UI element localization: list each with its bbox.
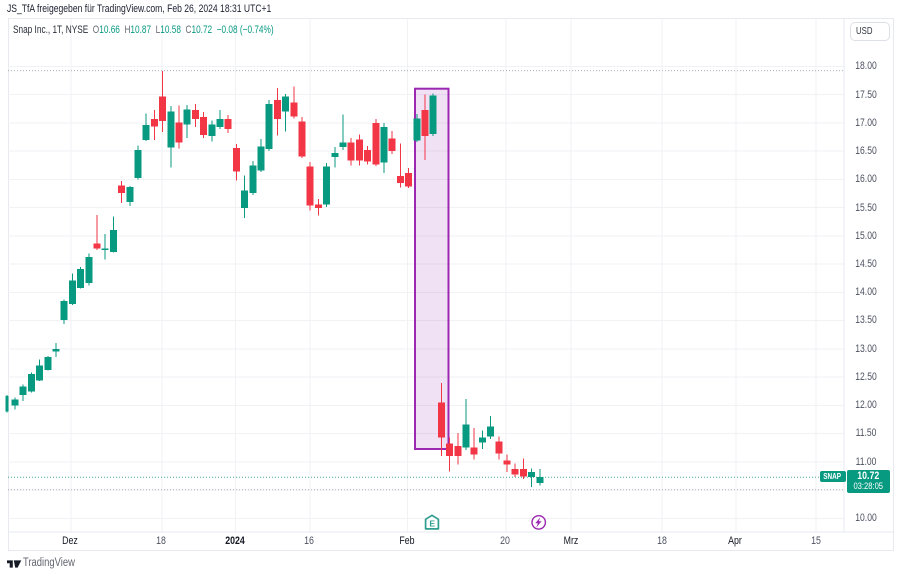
svg-text:E: E bbox=[429, 519, 435, 529]
